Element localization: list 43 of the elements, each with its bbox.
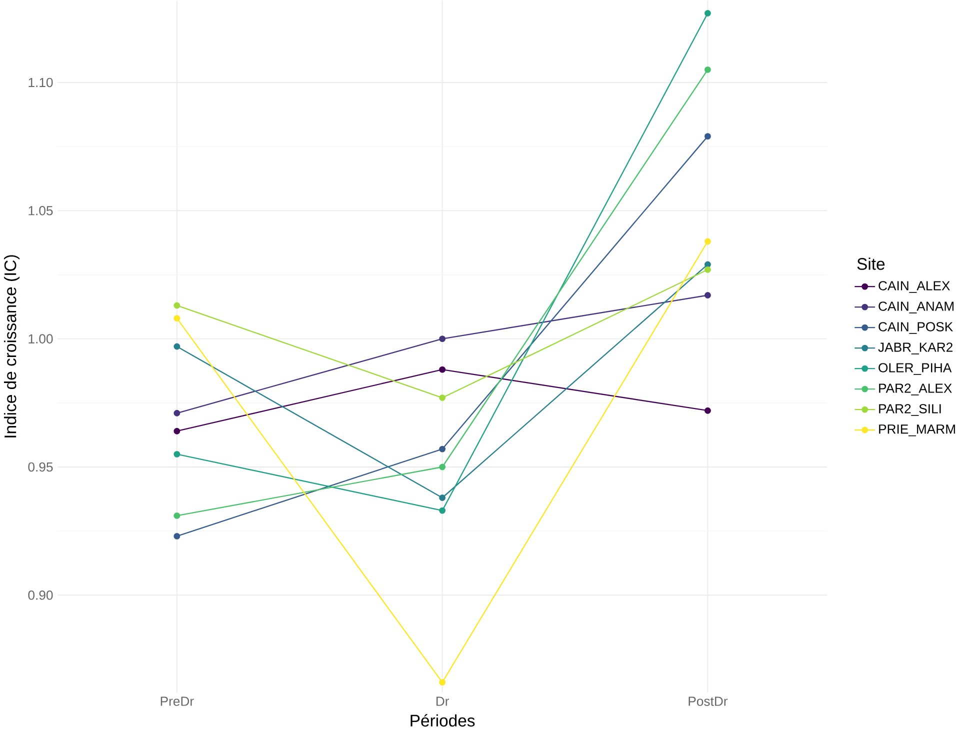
point <box>439 394 446 402</box>
y-tick-label: 0.90 <box>28 590 53 600</box>
point <box>174 302 180 309</box>
point <box>174 410 180 417</box>
legend-title: Site <box>857 258 885 270</box>
point <box>439 508 446 514</box>
point <box>439 679 446 686</box>
point <box>704 133 711 140</box>
x-tick-label: Dr <box>436 697 450 706</box>
legend-label: JABR_KAR2 <box>878 342 952 355</box>
y-axis-title: Indice de croissance (IC) <box>4 255 20 438</box>
point <box>439 446 446 452</box>
legend-label: PRIE_MARM <box>879 424 955 436</box>
y-tick-label: 0.95 <box>28 462 53 472</box>
legend-label: CAIN_ALEX <box>878 281 950 294</box>
point <box>704 10 711 17</box>
point <box>704 292 711 299</box>
point <box>174 344 180 350</box>
y-tick-label: 1.00 <box>28 334 53 344</box>
point <box>704 408 711 414</box>
point <box>174 451 180 458</box>
point <box>439 464 446 470</box>
point <box>704 66 711 74</box>
point <box>704 266 711 274</box>
y-tick-label: 1.05 <box>28 206 53 216</box>
legend-label: PAR2_ALEX <box>879 384 952 396</box>
point <box>174 512 180 520</box>
x-tick-label: PostDr <box>688 697 728 706</box>
point <box>174 315 180 322</box>
y-tick-label: 1.10 <box>28 78 53 88</box>
legend-label: CAIN_ANAM <box>878 302 954 314</box>
point <box>174 428 180 435</box>
point <box>704 261 711 268</box>
point <box>439 336 446 342</box>
legend-label: PAR2_SILI <box>879 404 941 416</box>
point <box>439 494 446 502</box>
legend-label: OLER_PIHA <box>878 363 952 376</box>
point <box>174 533 180 540</box>
point <box>704 238 711 245</box>
point <box>439 366 446 374</box>
legend-label: CAIN_POSK <box>878 322 953 334</box>
x-tick-label: PreDr <box>160 697 194 706</box>
x-axis-title: Périodes <box>410 714 475 727</box>
